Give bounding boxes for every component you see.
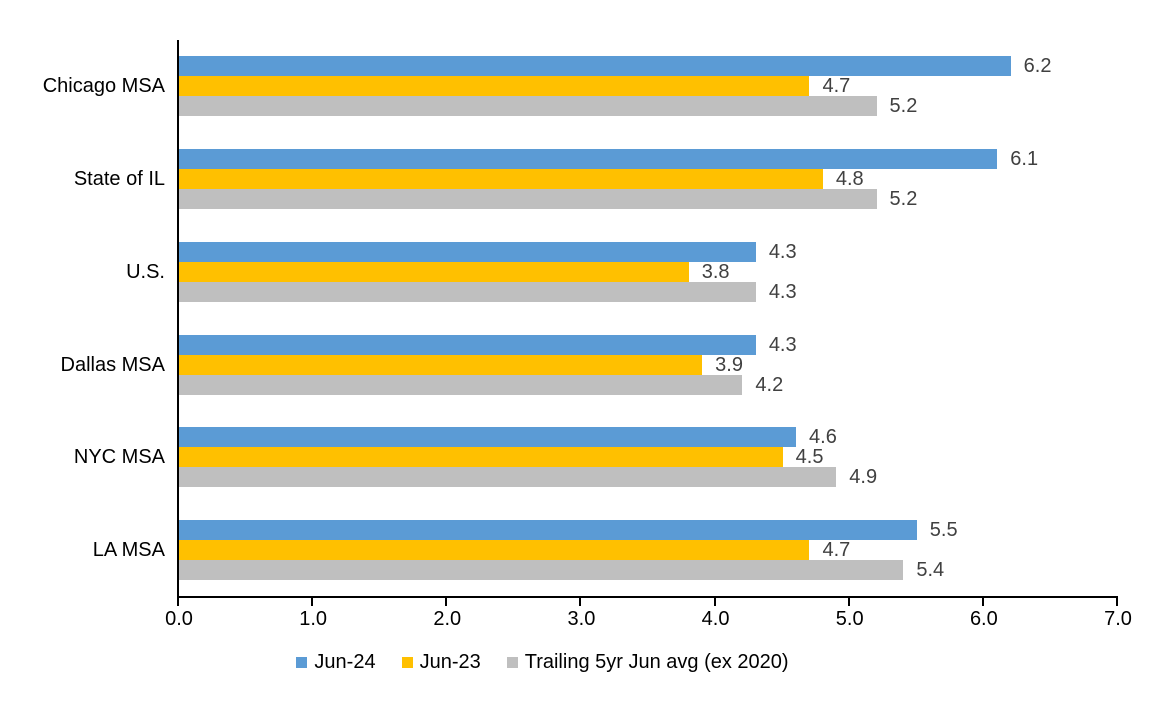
x-axis-tick-label: 7.0 bbox=[1104, 608, 1132, 630]
x-axis-tick-label: 2.0 bbox=[433, 608, 462, 630]
bar-value-label: 4.8 bbox=[835, 167, 864, 190]
bar-trailing-5yr-jun-avg-ex-2020- bbox=[179, 188, 877, 209]
bar-jun-24 bbox=[179, 520, 917, 541]
x-axis-tick-label: 6.0 bbox=[969, 608, 998, 630]
x-axis-tick-label: 5.0 bbox=[835, 608, 864, 630]
x-axis-tick bbox=[177, 597, 179, 606]
bar-value-label: 5.2 bbox=[889, 95, 918, 117]
bar-value-label: 4.3 bbox=[768, 333, 797, 356]
bar-jun-24 bbox=[179, 241, 756, 262]
x-axis-tick bbox=[579, 597, 582, 606]
legend: Jun-24 Jun-23 Trailing 5yr Jun avg (ex 202… bbox=[0, 649, 1085, 675]
bar-jun-23 bbox=[179, 540, 810, 561]
legend-swatch bbox=[506, 656, 518, 668]
legend-swatch bbox=[401, 656, 413, 668]
bar-jun-23 bbox=[179, 261, 689, 282]
x-axis-tick-label: 4.0 bbox=[701, 608, 730, 630]
x-axis-tick bbox=[847, 597, 850, 606]
x-axis-tick bbox=[445, 597, 448, 606]
x-axis-tick bbox=[311, 597, 314, 606]
bar-value-label: 4.6 bbox=[809, 426, 837, 449]
bar-jun-24 bbox=[179, 334, 756, 355]
bar-value-label: 4.3 bbox=[768, 240, 797, 263]
bar-trailing-5yr-jun-avg-ex-2020- bbox=[179, 96, 877, 116]
legend-item-jun-23: Jun-23 bbox=[401, 650, 481, 674]
bar-value-label: 6.2 bbox=[1023, 55, 1052, 77]
bar-jun-23 bbox=[179, 354, 703, 375]
legend-item-jun-24: Jun-24 bbox=[296, 650, 376, 674]
bar-value-label: 4.7 bbox=[822, 539, 851, 562]
category-label: Chicago MSA bbox=[42, 75, 165, 97]
bar-value-label: 3.8 bbox=[701, 260, 730, 283]
bar-value-label: 5.5 bbox=[929, 519, 958, 542]
x-axis-tick bbox=[713, 597, 716, 606]
legend-swatch bbox=[296, 656, 308, 668]
bar-value-label: 5.4 bbox=[916, 559, 945, 582]
bar-jun-23 bbox=[179, 447, 783, 468]
bar-value-label: 4.2 bbox=[755, 373, 784, 396]
bar-jun-23 bbox=[179, 76, 810, 96]
legend-label: Jun-23 bbox=[419, 650, 481, 673]
x-axis-tick-label: 0.0 bbox=[165, 608, 193, 630]
category-label: NYC MSA bbox=[73, 446, 165, 469]
category-label: Dallas MSA bbox=[60, 353, 165, 376]
bar-value-label: 5.2 bbox=[889, 187, 918, 210]
bar-jun-23 bbox=[179, 168, 823, 189]
x-axis-line bbox=[177, 596, 1118, 598]
bar-value-label: 6.1 bbox=[1010, 147, 1039, 170]
bar-value-label: 4.3 bbox=[768, 280, 797, 303]
bar-trailing-5yr-jun-avg-ex-2020- bbox=[179, 281, 756, 302]
bar-trailing-5yr-jun-avg-ex-2020- bbox=[179, 374, 743, 395]
x-axis-tick bbox=[1116, 597, 1118, 606]
bar-jun-24 bbox=[179, 56, 1011, 76]
category-label: U.S. bbox=[126, 260, 165, 283]
x-axis-tick bbox=[981, 597, 984, 606]
x-axis-tick-label: 3.0 bbox=[567, 608, 596, 630]
bar-value-label: 3.9 bbox=[715, 353, 743, 376]
category-label: State of IL bbox=[73, 167, 165, 190]
bar-trailing-5yr-jun-avg-ex-2020- bbox=[179, 467, 837, 488]
legend-item-trailing-5yr-jun-avg-ex-2020-: Trailing 5yr Jun avg (ex 2020) bbox=[506, 650, 789, 674]
bar-jun-24 bbox=[179, 427, 797, 448]
bar-value-label: 4.5 bbox=[795, 446, 824, 469]
bar-jun-24 bbox=[179, 148, 998, 169]
bar-value-label: 4.7 bbox=[822, 75, 851, 97]
bar-value-label: 4.9 bbox=[849, 466, 878, 489]
legend-label: Trailing 5yr Jun avg (ex 2020) bbox=[524, 650, 789, 673]
bar-trailing-5yr-jun-avg-ex-2020- bbox=[179, 560, 904, 581]
y-axis-line bbox=[177, 40, 179, 606]
x-axis-tick-label: 1.0 bbox=[299, 608, 328, 630]
category-label: LA MSA bbox=[92, 539, 165, 562]
legend-label: Jun-24 bbox=[314, 650, 376, 673]
